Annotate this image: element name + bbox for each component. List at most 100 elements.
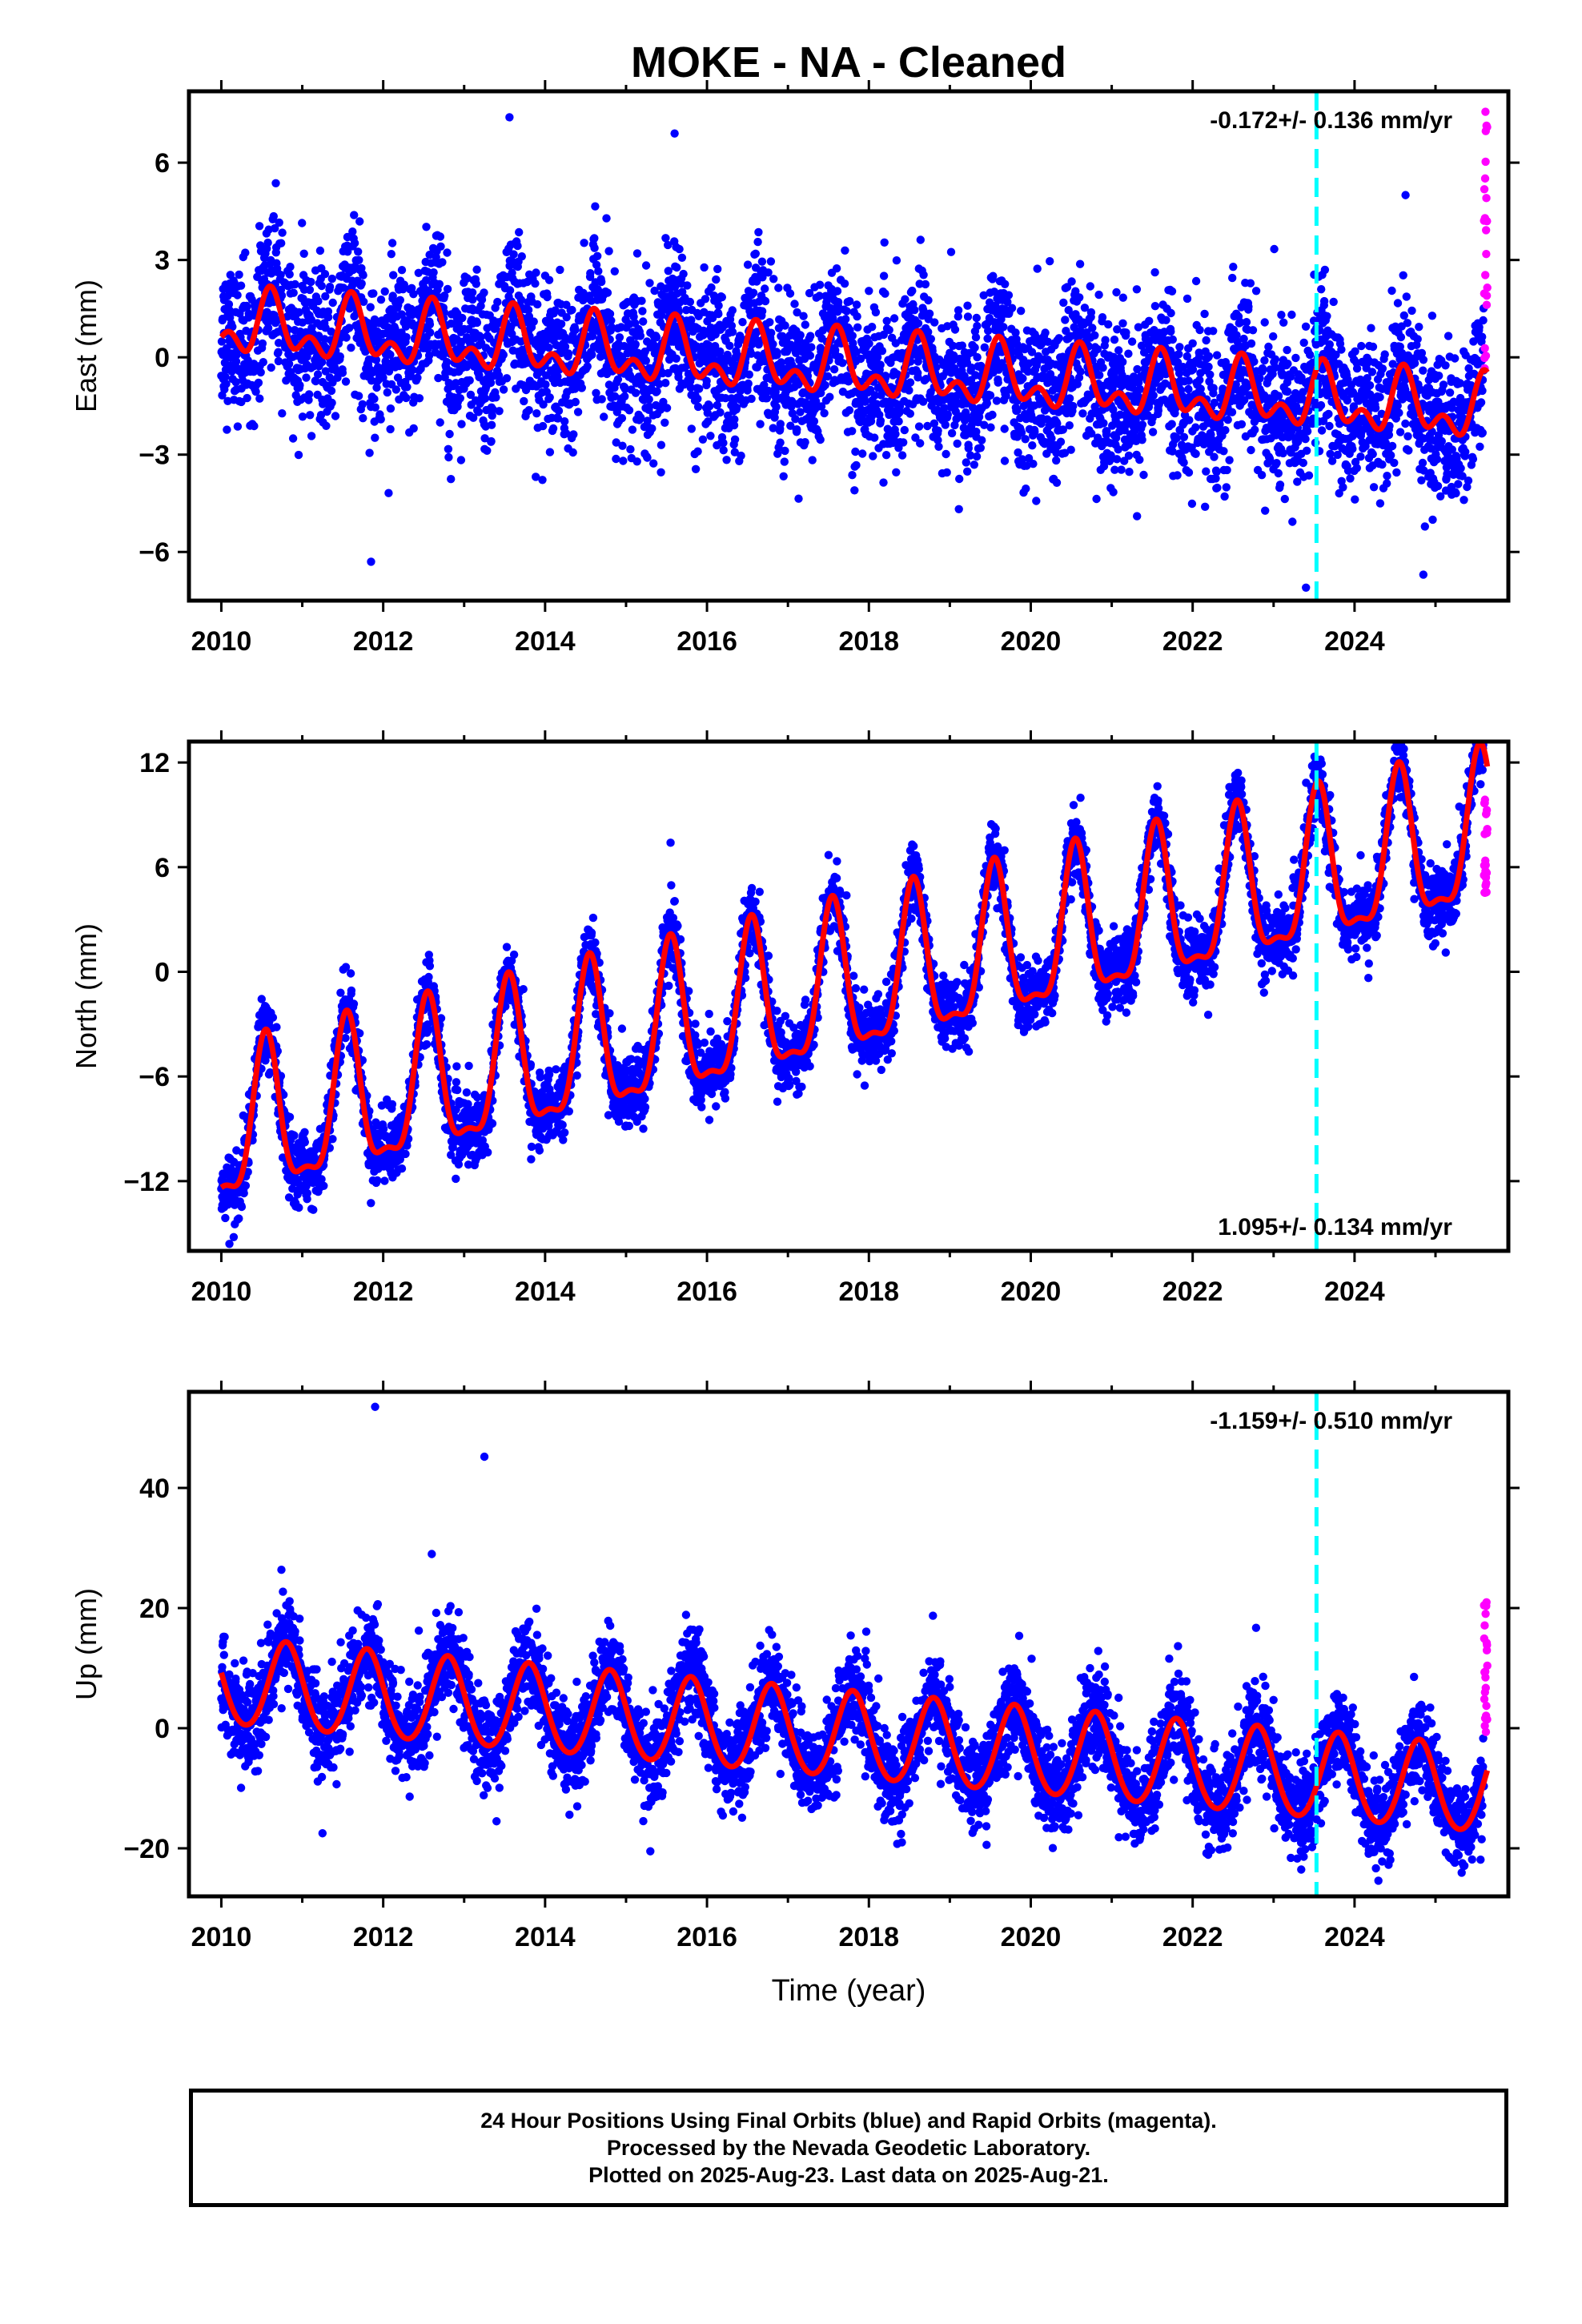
data-point [679,269,688,279]
data-point [250,421,259,431]
data-point [992,396,1002,405]
data-point [1007,304,1017,312]
data-point [1118,319,1127,328]
data-point [712,275,721,284]
data-point [779,472,788,480]
data-point [1118,357,1127,367]
data-point [897,451,907,460]
data-point [1221,426,1230,435]
data-point [730,415,739,424]
data-point [1451,354,1460,363]
data-point [925,309,934,318]
data-point [1325,340,1335,349]
data-point [1461,448,1470,456]
data-point [609,401,618,410]
data-point [1317,285,1326,294]
data-point [677,253,687,262]
data-point [593,251,602,260]
data-point [295,308,303,317]
data-point [434,373,443,383]
data-point [1094,290,1103,300]
data-point [954,505,963,513]
data-point [603,288,612,297]
data-point [1305,350,1315,360]
data-point [341,377,351,386]
data-point [299,249,308,258]
data-point [761,296,770,306]
data-point [722,456,731,464]
data-point [1401,419,1410,428]
data-point [1001,279,1010,288]
data-point [307,432,316,440]
data-point [1149,391,1158,400]
data-point [1200,309,1209,319]
data-point [1173,471,1182,480]
data-point [870,433,879,442]
data-point [869,452,877,460]
data-point [1261,506,1270,515]
data-point [233,422,243,431]
data-point [289,288,298,297]
data-point [283,312,292,321]
data-point [1432,455,1442,464]
data-point [604,247,613,255]
data-point [1357,341,1366,351]
data-point [673,263,681,272]
data-point [706,432,715,440]
data-point [1162,316,1170,324]
data-point [984,326,993,336]
data-point [568,305,576,315]
data-point [369,289,378,298]
data-point [881,289,889,298]
data-point [649,459,658,468]
data-point [764,268,773,277]
data-point [913,319,923,328]
data-point [1402,292,1411,301]
data-point [848,471,857,480]
data-point [780,457,789,466]
data-point [1460,496,1468,505]
data-point [486,378,496,388]
data-point [492,393,500,402]
data-point [632,457,641,466]
data-point [744,379,753,388]
data-point [1320,265,1330,275]
data-point [809,416,819,426]
data-point [314,296,323,306]
data-point [1017,307,1026,316]
data-point [1260,356,1269,365]
data-point [228,322,237,332]
data-point [1383,479,1391,488]
data-point [852,460,861,470]
data-point [973,321,982,331]
data-point [848,332,857,340]
data-point [1184,376,1193,385]
data-point [425,251,434,259]
data-point [400,280,408,289]
data-point [805,351,815,360]
data-point [648,424,656,433]
data-point [1104,320,1113,329]
data-point [841,246,849,255]
data-point [425,320,435,329]
data-point [443,248,452,257]
data-point [597,395,606,404]
data-point [1287,310,1296,320]
data-point [776,438,785,447]
data-point [894,417,903,426]
data-point [1420,522,1430,531]
data-point [644,395,653,404]
data-point [794,494,803,503]
data-point [1369,483,1379,492]
data-point [664,267,673,275]
data-point [1209,327,1218,336]
data-point [1299,338,1308,348]
data-point [468,295,477,304]
data-point [1251,425,1259,434]
data-point [1206,370,1215,379]
data-point [1407,306,1416,316]
data-point [807,343,816,352]
data-point [1095,371,1104,380]
data-point [963,467,972,476]
data-point [829,365,839,374]
